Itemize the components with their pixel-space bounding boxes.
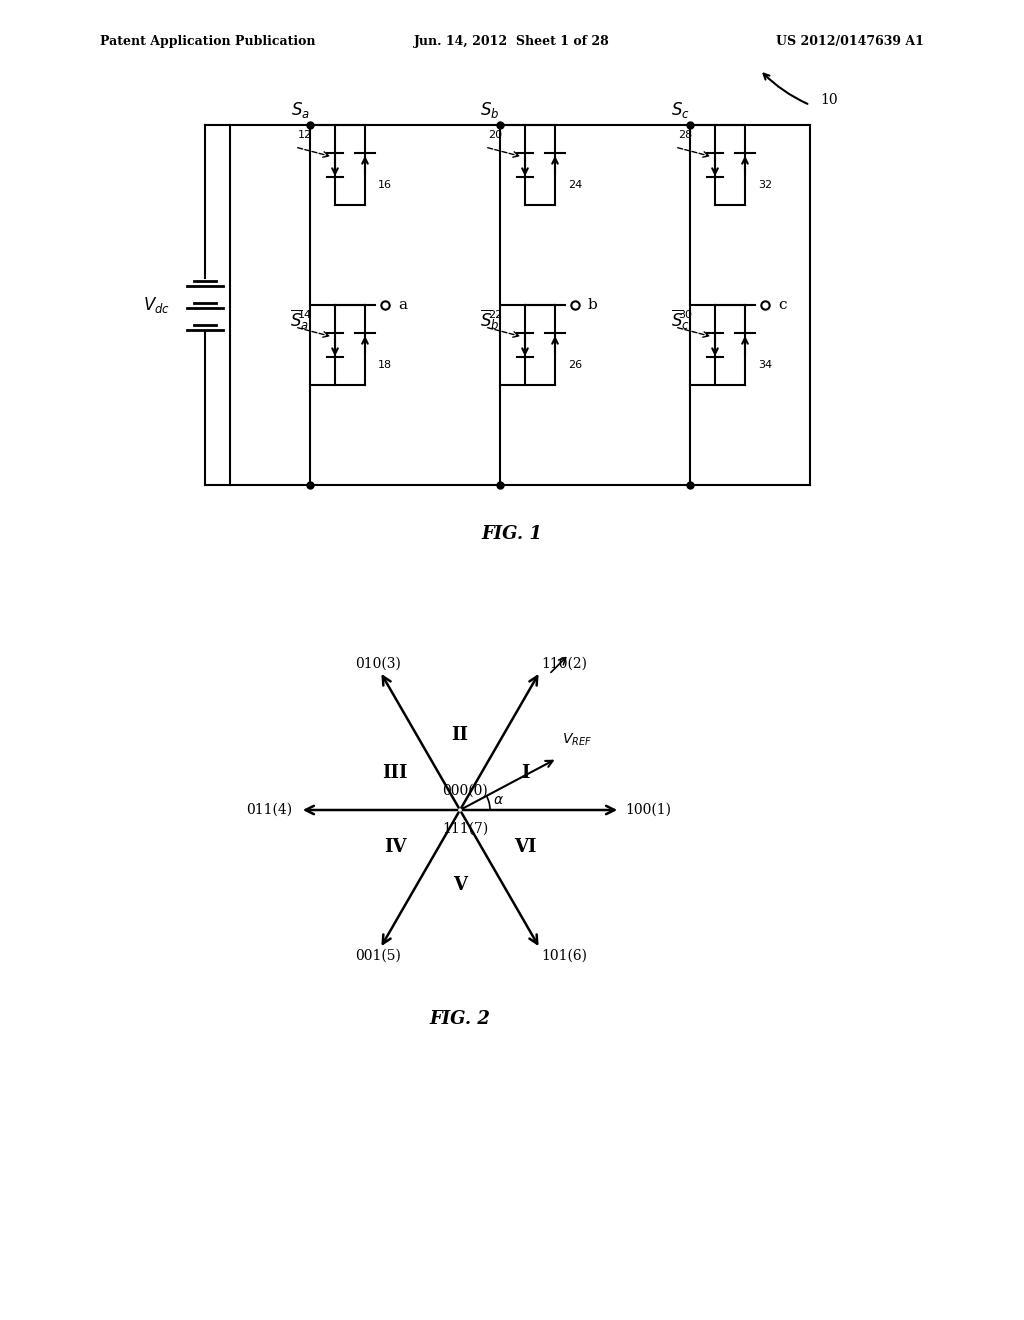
Text: $\overline{S}_c$: $\overline{S}_c$: [671, 308, 689, 333]
Text: 000(0): 000(0): [442, 784, 487, 799]
Text: 12: 12: [298, 129, 312, 140]
Text: 110(2): 110(2): [542, 657, 588, 671]
Text: Patent Application Publication: Patent Application Publication: [100, 36, 315, 48]
Text: $S_a$: $S_a$: [291, 100, 309, 120]
Text: a: a: [398, 298, 407, 312]
Text: 34: 34: [758, 360, 772, 370]
Text: 011(4): 011(4): [246, 803, 292, 817]
Text: $V_{REF}$: $V_{REF}$: [562, 733, 592, 748]
Text: 16: 16: [378, 180, 392, 190]
Text: Jun. 14, 2012  Sheet 1 of 28: Jun. 14, 2012 Sheet 1 of 28: [414, 36, 610, 48]
Text: 24: 24: [568, 180, 583, 190]
Text: FIG. 1: FIG. 1: [481, 525, 543, 543]
Text: 100(1): 100(1): [626, 803, 672, 817]
Text: FIG. 2: FIG. 2: [429, 1010, 490, 1028]
Text: 10: 10: [820, 92, 838, 107]
Text: 14: 14: [298, 310, 312, 319]
Text: 22: 22: [487, 310, 502, 319]
Text: 101(6): 101(6): [542, 949, 588, 964]
Text: III: III: [382, 763, 408, 781]
Text: 26: 26: [568, 360, 582, 370]
Text: 20: 20: [488, 129, 502, 140]
Text: VI: VI: [514, 838, 537, 857]
Text: 010(3): 010(3): [355, 657, 401, 671]
Text: 111(7): 111(7): [442, 822, 488, 836]
Text: $V_{dc}$: $V_{dc}$: [143, 294, 170, 315]
Text: 001(5): 001(5): [354, 949, 400, 964]
Text: IV: IV: [384, 838, 407, 857]
Text: $S_b$: $S_b$: [480, 100, 500, 120]
Text: 30: 30: [678, 310, 692, 319]
Text: $\alpha$: $\alpha$: [493, 793, 504, 807]
Text: $S_c$: $S_c$: [671, 100, 689, 120]
Text: $\overline{S}_a$: $\overline{S}_a$: [291, 308, 309, 333]
Text: c: c: [778, 298, 786, 312]
Text: $\overline{S}_b$: $\overline{S}_b$: [480, 308, 500, 333]
Text: US 2012/0147639 A1: US 2012/0147639 A1: [776, 36, 924, 48]
Text: V: V: [453, 876, 467, 894]
Text: b: b: [588, 298, 598, 312]
Text: 28: 28: [678, 129, 692, 140]
Text: I: I: [520, 763, 529, 781]
Text: II: II: [452, 726, 469, 744]
Text: 32: 32: [758, 180, 772, 190]
Text: 18: 18: [378, 360, 392, 370]
